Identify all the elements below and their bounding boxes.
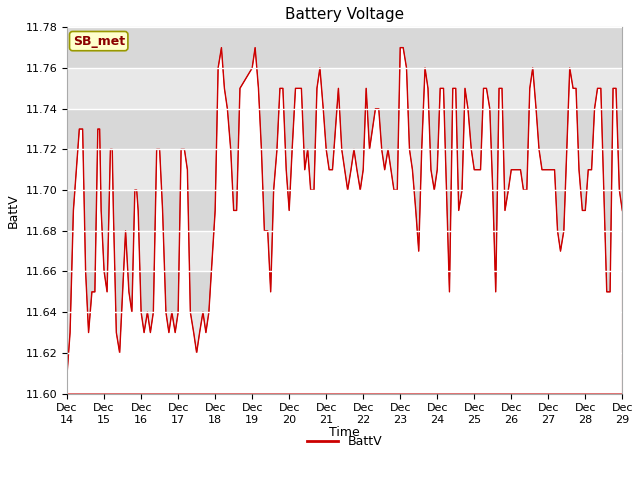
Bar — [67, 27, 622, 68]
Text: SB_met: SB_met — [73, 35, 125, 48]
X-axis label: Time: Time — [330, 426, 360, 439]
Bar — [67, 108, 622, 149]
Bar — [67, 190, 622, 231]
Legend: BattV: BattV — [302, 430, 388, 453]
Bar — [67, 353, 622, 394]
Bar — [67, 68, 622, 108]
Bar — [67, 272, 622, 312]
Y-axis label: BattV: BattV — [7, 193, 20, 228]
Bar — [67, 149, 622, 190]
Bar — [67, 231, 622, 272]
Bar — [67, 312, 622, 353]
Title: Battery Voltage: Battery Voltage — [285, 7, 404, 22]
